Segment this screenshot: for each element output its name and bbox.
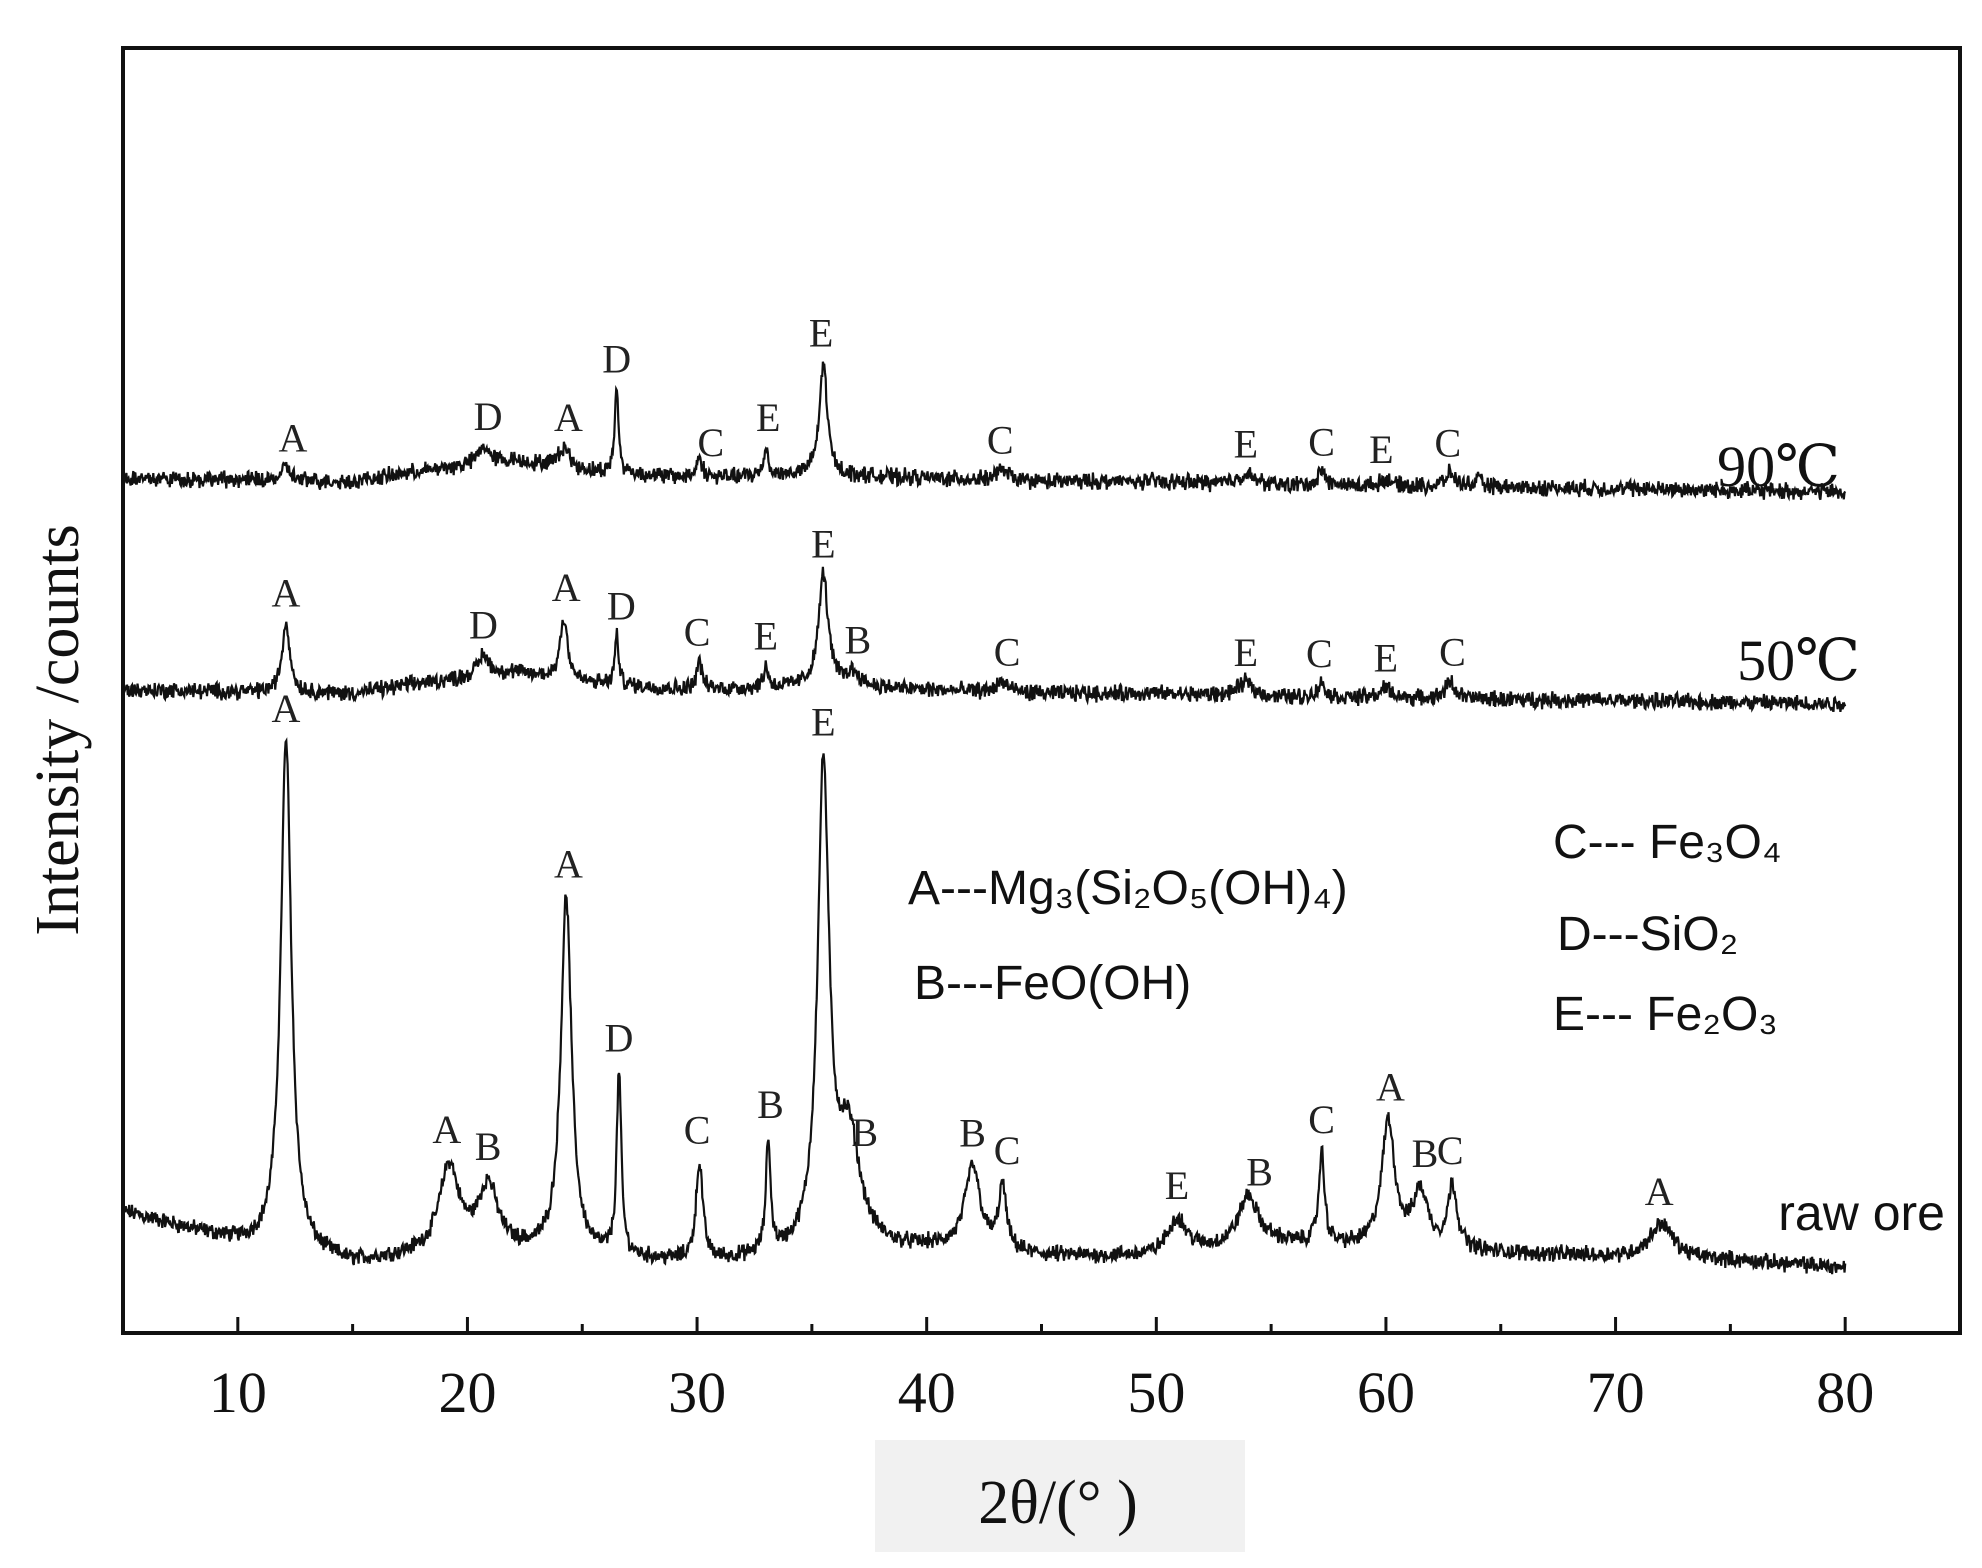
- peak-label: E: [1369, 427, 1393, 472]
- peak-label: E: [756, 395, 780, 440]
- x-ticks: [236, 1317, 1847, 1333]
- xlabel-shade: [875, 1440, 1245, 1552]
- peak-label: C: [1435, 421, 1462, 466]
- peak-label: E: [1374, 636, 1398, 681]
- series-line-2: [121, 361, 1847, 502]
- peak-label: A: [1645, 1169, 1674, 1214]
- peak-label: C: [1306, 631, 1333, 676]
- legend-item-c: C--- Fe₃O₄: [1553, 816, 1781, 869]
- x-tick-label: 50: [1127, 1360, 1185, 1425]
- x-axis-title: 2θ/(° ): [978, 1469, 1138, 1537]
- legend: A---Mg₃(Si₂O₅(OH)₄) B---FeO(OH) C--- Fe₃…: [908, 816, 1781, 1041]
- peak-label: E: [811, 699, 835, 744]
- peak-label: D: [469, 603, 498, 648]
- peak-label: E: [1165, 1163, 1189, 1208]
- x-tick-label: 20: [438, 1360, 496, 1425]
- series-name-2: 90℃: [1717, 434, 1840, 499]
- peak-label: D: [474, 394, 503, 439]
- peak-label: A: [278, 415, 307, 460]
- legend-item-a: A---Mg₃(Si₂O₅(OH)₄): [908, 862, 1348, 915]
- x-tick-label: 30: [668, 1360, 726, 1425]
- peak-label: E: [1234, 630, 1258, 675]
- peak-label: D: [605, 1016, 634, 1061]
- peak-label: A: [1376, 1064, 1405, 1109]
- x-tick-label: 10: [209, 1360, 267, 1425]
- peak-label: C: [1437, 1128, 1464, 1173]
- peak-label: C: [697, 420, 724, 465]
- series-line-0: [121, 737, 1847, 1275]
- peak-label: A: [554, 395, 583, 440]
- legend-item-b: B---FeO(OH): [914, 957, 1191, 1010]
- peak-label: A: [272, 570, 301, 615]
- peak-label: C: [994, 630, 1021, 675]
- legend-item-d: D---SiO₂: [1557, 908, 1738, 961]
- x-tick-label: 40: [898, 1360, 956, 1425]
- x-tick-labels: 10 20 30 40 50 60 70 80: [209, 1360, 1874, 1425]
- peak-label: C: [987, 418, 1014, 463]
- peak-label: C: [684, 610, 711, 655]
- peak-label: C: [994, 1128, 1021, 1173]
- peak-label: B: [757, 1082, 784, 1127]
- peak-label: A: [432, 1107, 461, 1152]
- peak-label: B: [1412, 1131, 1439, 1176]
- series-paths: [121, 361, 1847, 1275]
- peak-label: E: [1234, 422, 1258, 467]
- peak-label: B: [959, 1110, 986, 1155]
- peak-label: C: [1308, 1097, 1335, 1142]
- series-name-1: 50℃: [1737, 628, 1860, 693]
- series-line-1: [122, 566, 1847, 713]
- peak-label: D: [602, 337, 631, 382]
- x-tick-label: 80: [1816, 1360, 1874, 1425]
- peak-label: A: [554, 841, 583, 886]
- peak-label: B: [844, 618, 871, 663]
- y-axis-title: Intensity /counts: [24, 524, 92, 936]
- series-name-0: raw ore: [1778, 1185, 1945, 1241]
- peak-label: E: [809, 311, 833, 356]
- peak-label: B: [475, 1124, 502, 1169]
- peak-label: C: [1308, 419, 1335, 464]
- peak-label: A: [552, 565, 581, 610]
- x-tick-label: 70: [1587, 1360, 1645, 1425]
- peak-label: C: [684, 1108, 711, 1153]
- peak-label: A: [272, 686, 301, 731]
- peak-label: B: [851, 1110, 878, 1155]
- series-names: raw ore 50℃ 90℃: [1717, 434, 1945, 1241]
- peak-label: C: [1439, 629, 1466, 674]
- peak-label: B: [1246, 1150, 1273, 1195]
- x-tick-label: 60: [1357, 1360, 1415, 1425]
- legend-item-e: E--- Fe₂O₃: [1553, 988, 1778, 1041]
- peak-label: D: [607, 583, 636, 628]
- peak-label: E: [754, 614, 778, 659]
- peak-label: E: [811, 522, 835, 567]
